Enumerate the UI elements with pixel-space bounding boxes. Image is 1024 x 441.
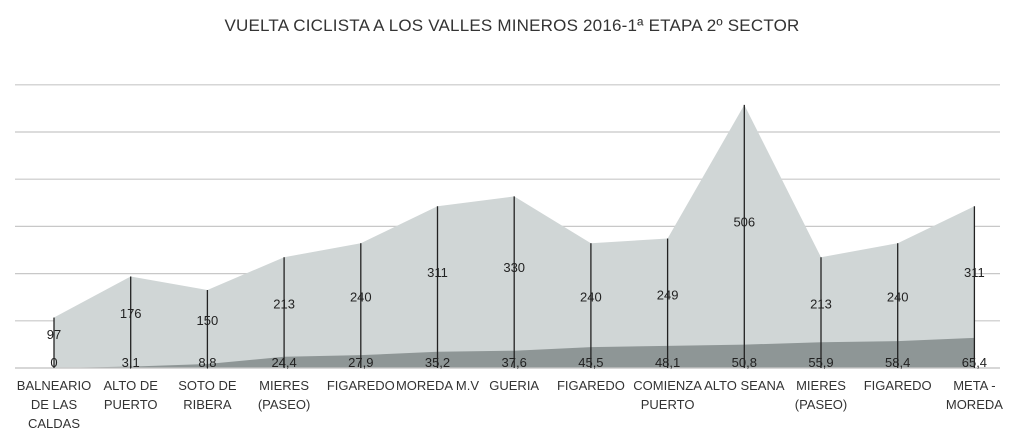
altitude-label: 97 bbox=[47, 327, 61, 342]
distance-label: 8,8 bbox=[198, 355, 216, 370]
altitude-label: 150 bbox=[197, 313, 219, 328]
category-label: BALNEARIO DE LAS CALDAS bbox=[16, 378, 92, 431]
category-label: FIGAREDO bbox=[863, 378, 932, 393]
altitude-label: 213 bbox=[810, 297, 832, 312]
category-label: FIGAREDO bbox=[556, 378, 625, 393]
distance-label: 3,1 bbox=[122, 355, 140, 370]
category-label: SOTO DE RIBERA bbox=[178, 378, 237, 412]
category-label: GUERIA bbox=[489, 378, 540, 393]
altitude-label: 311 bbox=[964, 265, 985, 280]
distance-label: 55,9 bbox=[808, 355, 833, 370]
altitude-label: 240 bbox=[580, 290, 602, 305]
distance-label: 35,2 bbox=[425, 355, 450, 370]
distance-label: 45,5 bbox=[578, 355, 603, 370]
altitude-label: 176 bbox=[120, 306, 142, 321]
category-label: MIERES (PASEO) bbox=[794, 378, 848, 412]
category-label: MIERES (PASEO) bbox=[257, 378, 311, 412]
category-label: ALTO SEANA bbox=[704, 378, 785, 393]
category-label: META - MOREDA bbox=[945, 378, 1003, 412]
altitude-label: 240 bbox=[887, 290, 909, 305]
altitude-label: 311 bbox=[427, 265, 448, 280]
category-label: COMIENZA PUERTO bbox=[633, 378, 702, 412]
distance-label: 37,6 bbox=[502, 355, 527, 370]
category-label: ALTO DE PUERTO bbox=[103, 378, 158, 412]
altitude-label: 330 bbox=[503, 260, 525, 275]
category-label: MOREDA M.V bbox=[395, 378, 480, 393]
altitude-label: 213 bbox=[273, 297, 295, 312]
distance-label: 58,4 bbox=[885, 355, 910, 370]
distance-label: 48,1 bbox=[655, 355, 680, 370]
category-label: FIGAREDO bbox=[326, 378, 395, 393]
altitude-label: 240 bbox=[350, 290, 372, 305]
distance-label: 27,9 bbox=[348, 355, 373, 370]
distance-label: 50,8 bbox=[732, 355, 757, 370]
chart-title: VUELTA CICLISTA A LOS VALLES MINEROS 201… bbox=[224, 16, 800, 35]
altitude-label: 506 bbox=[733, 214, 755, 229]
distance-label: 24,4 bbox=[271, 355, 296, 370]
altitude-label: 249 bbox=[657, 287, 679, 302]
distance-label: 0 bbox=[50, 355, 57, 370]
distance-label: 65,4 bbox=[962, 355, 987, 370]
